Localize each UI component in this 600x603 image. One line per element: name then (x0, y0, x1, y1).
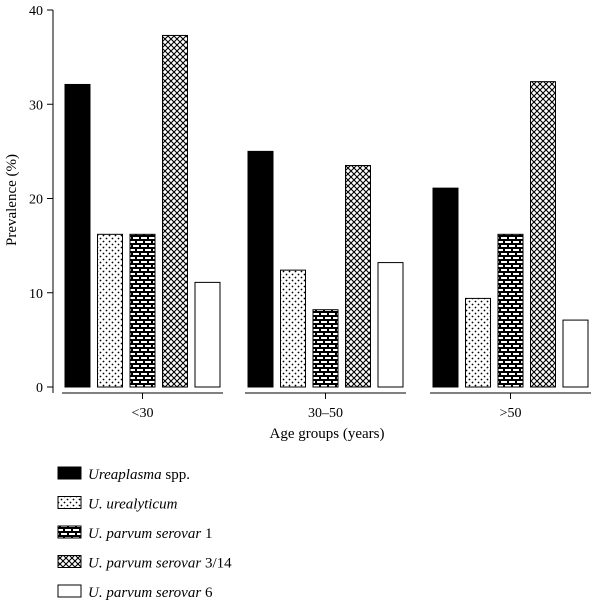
bar (162, 34, 188, 388)
legend-swatch (57, 584, 82, 598)
legend-swatch (57, 466, 82, 480)
y-tick-label: 40 (29, 4, 43, 19)
bar (345, 165, 371, 388)
bar (97, 233, 123, 388)
y-tick-label: 10 (29, 287, 43, 302)
legend-swatch (57, 555, 82, 568)
bar (377, 262, 404, 388)
legend: Ureaplasma spp. U. urealyticum U. parvum s… (57, 466, 232, 601)
x-tick-label: <30 (132, 406, 154, 421)
y-tick-label: 0 (36, 381, 43, 396)
bar (465, 297, 491, 388)
legend-item: U. urealyticum (57, 496, 178, 513)
y-tick-label: 30 (29, 98, 43, 113)
bar (129, 233, 156, 388)
bar (280, 269, 306, 388)
legend-label: U. parvum serovar 1 (88, 526, 212, 542)
legend-label: U. urealyticum (88, 497, 178, 513)
bar (497, 233, 524, 388)
x-tick-label: 30–50 (308, 406, 343, 421)
legend-label: Ureaplasma spp. (88, 467, 190, 483)
x-tick-label: >50 (500, 406, 522, 421)
legend-item: U. parvum serovar 3/14 (57, 555, 232, 572)
y-axis-label: Prevalence (%) (4, 154, 20, 246)
legend-swatch (57, 496, 82, 509)
bar (194, 281, 221, 388)
bar (64, 83, 91, 388)
y-tick-label: 20 (29, 193, 43, 208)
bar (247, 150, 274, 388)
x-axis-label: Age groups (years) (270, 426, 385, 442)
bar (530, 81, 556, 388)
legend-item: U. parvum serovar 1 (57, 525, 212, 542)
legend-label: U. parvum serovar 3/14 (88, 556, 232, 572)
plot-area: 0 10 20 30 40 <30 30–50 >50 (29, 4, 591, 421)
legend-item: Ureaplasma spp. (57, 466, 190, 483)
bar (432, 187, 459, 388)
legend-swatch (57, 525, 82, 539)
legend-label: U. parvum serovar 6 (88, 585, 213, 601)
bar (562, 319, 589, 388)
legend-item: U. parvum serovar 6 (57, 584, 213, 601)
bar (312, 309, 339, 388)
